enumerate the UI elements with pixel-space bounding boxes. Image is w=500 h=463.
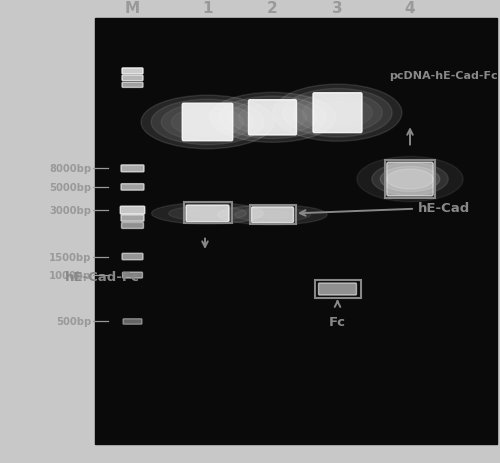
- Ellipse shape: [380, 167, 440, 192]
- FancyBboxPatch shape: [122, 254, 143, 260]
- FancyBboxPatch shape: [121, 184, 144, 191]
- Ellipse shape: [218, 205, 327, 225]
- FancyBboxPatch shape: [121, 215, 144, 222]
- Text: hE-Cad: hE-Cad: [418, 202, 470, 215]
- FancyBboxPatch shape: [387, 163, 433, 196]
- FancyBboxPatch shape: [186, 206, 229, 222]
- Bar: [385, 161, 435, 198]
- Text: 3000bp: 3000bp: [50, 206, 92, 216]
- Ellipse shape: [219, 97, 326, 139]
- Ellipse shape: [228, 100, 316, 136]
- Text: 1500bp: 1500bp: [49, 252, 92, 262]
- Text: Fc: Fc: [329, 315, 346, 328]
- FancyBboxPatch shape: [252, 207, 294, 223]
- Ellipse shape: [234, 208, 310, 222]
- Bar: [250, 205, 296, 225]
- Text: 4: 4: [404, 1, 415, 16]
- Text: 2: 2: [267, 1, 278, 16]
- FancyBboxPatch shape: [122, 69, 143, 75]
- Text: 1: 1: [202, 1, 213, 16]
- FancyBboxPatch shape: [313, 94, 362, 133]
- Text: 1000bp: 1000bp: [49, 270, 92, 281]
- Bar: [184, 202, 232, 224]
- FancyBboxPatch shape: [318, 283, 356, 295]
- Ellipse shape: [386, 170, 434, 189]
- Text: 8000bp: 8000bp: [50, 164, 92, 174]
- Text: 3: 3: [332, 1, 343, 16]
- Text: 5000bp: 5000bp: [50, 182, 92, 193]
- Text: hE-Cad-Fc: hE-Cad-Fc: [65, 271, 140, 284]
- FancyBboxPatch shape: [121, 165, 144, 172]
- Bar: [95, 19, 497, 444]
- Ellipse shape: [283, 89, 392, 138]
- Ellipse shape: [210, 93, 336, 143]
- Ellipse shape: [141, 96, 274, 150]
- FancyBboxPatch shape: [248, 100, 296, 136]
- Ellipse shape: [161, 104, 254, 141]
- FancyBboxPatch shape: [122, 83, 143, 88]
- Ellipse shape: [151, 100, 264, 145]
- Ellipse shape: [273, 85, 402, 142]
- FancyBboxPatch shape: [120, 206, 145, 215]
- FancyBboxPatch shape: [182, 104, 233, 141]
- FancyBboxPatch shape: [122, 223, 144, 229]
- Text: 500bp: 500bp: [56, 317, 92, 327]
- Ellipse shape: [152, 203, 264, 225]
- FancyBboxPatch shape: [123, 319, 142, 325]
- Text: pcDNA-hE-Cad-Fc: pcDNA-hE-Cad-Fc: [389, 71, 498, 81]
- Text: M: M: [125, 1, 140, 16]
- FancyBboxPatch shape: [122, 76, 143, 81]
- Ellipse shape: [168, 206, 246, 221]
- Ellipse shape: [292, 94, 382, 133]
- Ellipse shape: [372, 163, 448, 196]
- Ellipse shape: [357, 157, 463, 202]
- FancyBboxPatch shape: [122, 272, 142, 278]
- Bar: [314, 281, 360, 298]
